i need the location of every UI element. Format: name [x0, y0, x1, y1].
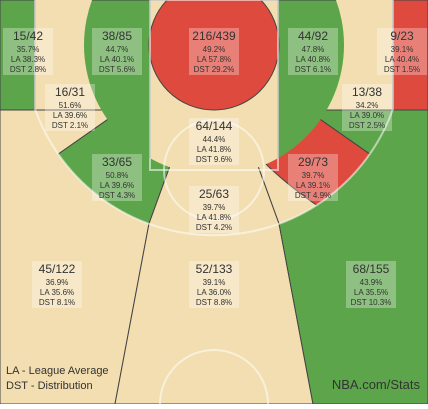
zone-pct: 35.7% [17, 45, 40, 54]
zone-label-box [346, 261, 396, 308]
zone-pct: 36.9% [46, 278, 69, 287]
court-lines [34, 0, 394, 405]
zone-pct: 39.1% [391, 45, 414, 54]
zone-pct: 34.2% [356, 101, 379, 110]
zone-pct: 43.9% [360, 278, 383, 287]
zone-la: LA 36.0% [197, 288, 231, 297]
zone-dst: DST 4.3% [99, 191, 135, 200]
zone-label-box [92, 28, 142, 75]
zone-la: LA 39.6% [53, 111, 87, 120]
zone-pct: 39.7% [302, 171, 325, 180]
zone-pct: 47.8% [302, 45, 325, 54]
zone-la: LA 38.3% [11, 55, 45, 64]
zone-label-box [3, 28, 53, 75]
zone-dst: DST 2.8% [10, 65, 46, 74]
zone-fg: 64/144 [196, 119, 233, 133]
zone-label-box [288, 154, 338, 201]
zone-la: LA 57.8% [197, 55, 231, 64]
zone-label-box [189, 186, 239, 233]
zone-fg: 68/155 [353, 262, 390, 276]
zone [114, 223, 314, 405]
zone-fg: 9/23 [390, 29, 414, 43]
zone-fg: 45/122 [39, 262, 76, 276]
zone-label-box [32, 261, 82, 308]
zone-pct: 39.1% [203, 278, 226, 287]
zone-fg: 44/92 [298, 29, 328, 43]
zone-pct: 51.6% [59, 101, 82, 110]
zone-fg: 38/85 [102, 29, 132, 43]
legend-dst: DST - Distribution [6, 380, 93, 392]
zone-dst: DST 1.5% [384, 65, 420, 74]
zone-pct: 49.2% [203, 45, 226, 54]
zone-fg: 16/31 [55, 85, 85, 99]
zone-dst: DST 2.5% [349, 121, 385, 130]
zone-pct: 44.7% [106, 45, 129, 54]
zone-la: LA 35.6% [40, 288, 74, 297]
zone-label-box [288, 28, 338, 75]
zone-dst: DST 9.6% [196, 155, 232, 164]
zone-label-box [189, 28, 239, 75]
zone-la: LA 41.8% [197, 213, 231, 222]
zone-dst: DST 2.1% [52, 121, 88, 130]
zone-fg: 52/133 [196, 262, 233, 276]
zone-la: LA 39.6% [100, 181, 134, 190]
zone [76, 43, 352, 236]
zone-label-box [189, 118, 239, 165]
zone-fg: 13/38 [352, 85, 382, 99]
zone-label-box [92, 154, 142, 201]
legend-la: LA - League Average [6, 365, 109, 377]
zone-pct: 44.4% [203, 135, 226, 144]
zone-la: LA 39.0% [350, 111, 384, 120]
zone-fg: 33/65 [102, 155, 132, 169]
zone-pct: 50.8% [106, 171, 129, 180]
zone-dst: DST 6.1% [295, 65, 331, 74]
zone-dst: DST 10.3% [351, 298, 392, 307]
zone-la: LA 41.8% [197, 145, 231, 154]
zone-dst: DST 4.9% [295, 191, 331, 200]
zone-dst: DST 29.2% [194, 65, 235, 74]
zone-la: LA 40.4% [385, 55, 419, 64]
zone-fg: 216/439 [192, 29, 236, 43]
zone-pct: 39.7% [203, 203, 226, 212]
zone-dst: DST 5.6% [99, 65, 135, 74]
zone-fg: 29/73 [298, 155, 328, 169]
zone-label-box [342, 84, 392, 131]
zone-fg: 25/63 [199, 187, 229, 201]
zone-la: LA 40.1% [100, 55, 134, 64]
zone-dst: DST 8.8% [196, 298, 232, 307]
zone-label-box [45, 84, 95, 131]
zone-fg: 15/42 [13, 29, 43, 43]
zone-dst: DST 8.1% [39, 298, 75, 307]
source: NBA.com/Stats [332, 377, 421, 392]
zone-la: LA 35.5% [354, 288, 388, 297]
zone-la: LA 40.8% [296, 55, 330, 64]
zone-label-box [189, 261, 239, 308]
zone-dst: DST 4.2% [196, 223, 232, 232]
zone-label-box [377, 28, 427, 75]
zone-la: LA 39.1% [296, 181, 330, 190]
